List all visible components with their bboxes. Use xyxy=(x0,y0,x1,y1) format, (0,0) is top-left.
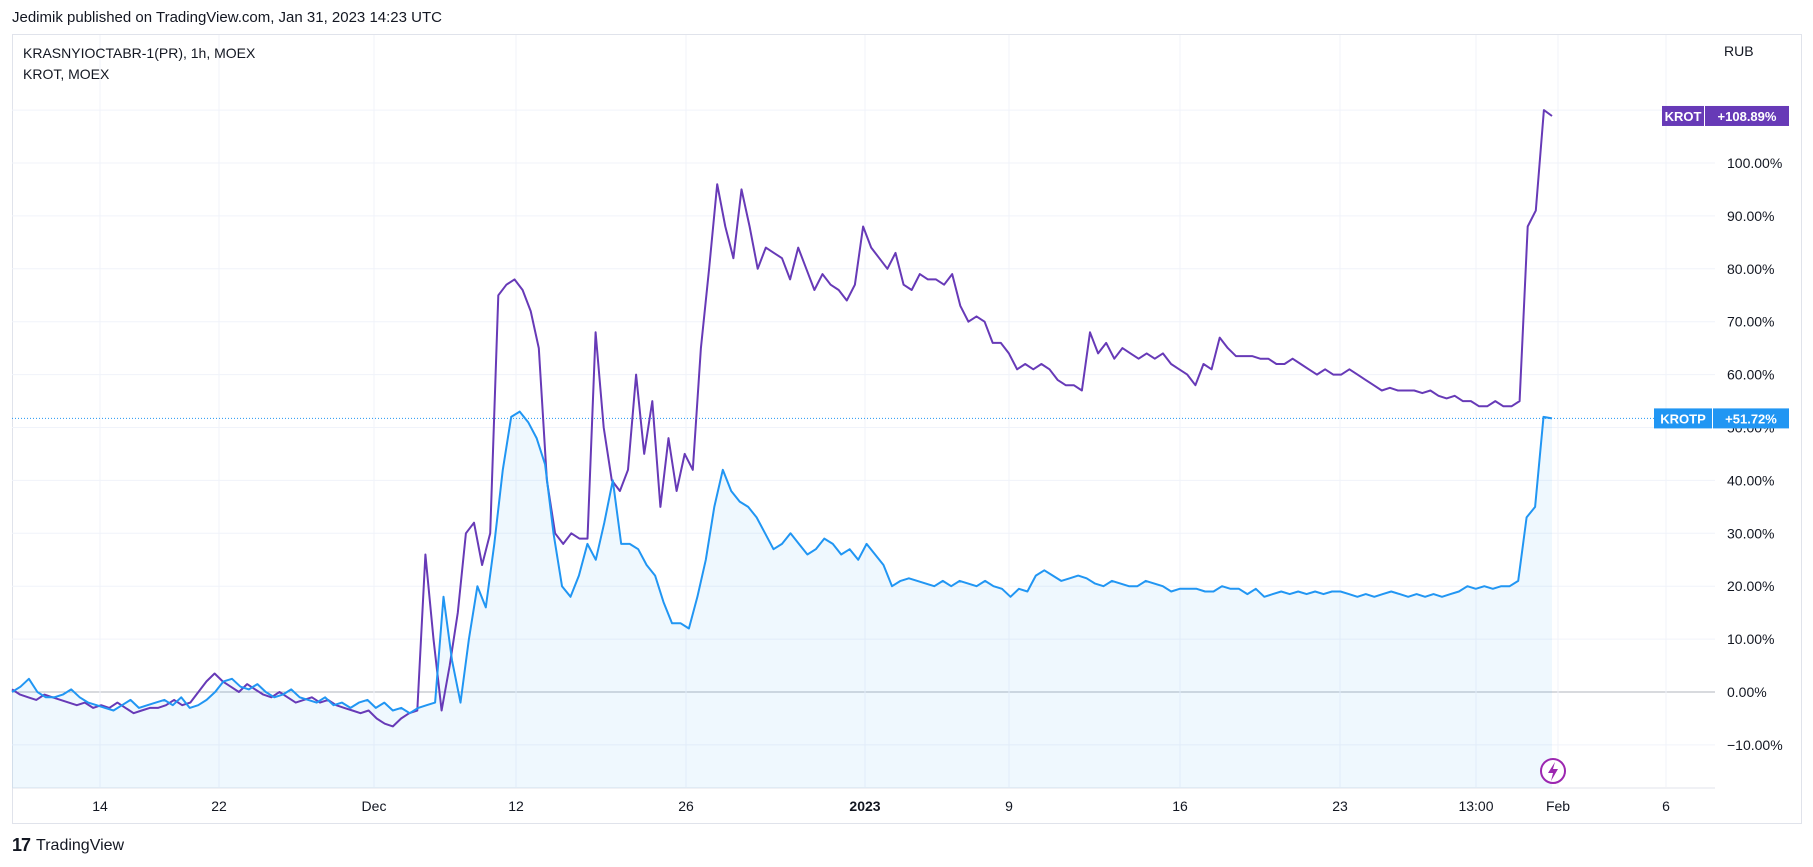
x-tick-label: 23 xyxy=(1332,798,1348,814)
y-tick-label: 90.00% xyxy=(1727,208,1774,224)
legend-symbol-compare[interactable]: KROT, MOEX xyxy=(23,66,110,82)
y-tick-label: 20.00% xyxy=(1727,578,1774,594)
badge-name-bg xyxy=(1662,105,1704,126)
x-tick-label: 16 xyxy=(1172,798,1188,814)
chart-frame[interactable] xyxy=(12,34,1802,824)
x-tick-label: 13:00 xyxy=(1458,798,1493,814)
x-tick-label: Feb xyxy=(1546,798,1570,814)
x-tick-label: 26 xyxy=(678,798,694,814)
badge-name-text: KROT xyxy=(1665,109,1702,124)
tradingview-logo-icon: 17 xyxy=(12,835,31,855)
badge-value-text: +108.89% xyxy=(1718,109,1777,124)
y-tick-label: 0.00% xyxy=(1727,684,1767,700)
footer-brand[interactable]: 17 TradingView xyxy=(12,835,124,856)
x-tick-label: Dec xyxy=(362,798,387,814)
y-axis: 100.00%90.00%80.00%70.00%60.00%50.00%40.… xyxy=(1727,155,1783,753)
badge-name-bg xyxy=(1654,408,1712,429)
krotp-area-fill xyxy=(12,411,1552,788)
x-tick-label: 12 xyxy=(508,798,524,814)
x-axis: 14 22 Dec 12 26 2023 9 16 23 13:00 Feb 6 xyxy=(92,798,1670,814)
brand-text: TradingView xyxy=(36,836,125,854)
published-by-text: Jedimik published on TradingView.com, Ja… xyxy=(12,9,442,26)
series-line-krotp xyxy=(11,410,1553,715)
y-tick-label: 60.00% xyxy=(1727,367,1774,383)
badge-value-bg xyxy=(1705,105,1789,126)
y-tick-label: 70.00% xyxy=(1727,314,1774,330)
series-line-krot xyxy=(11,109,1553,728)
x-tick-label: 22 xyxy=(211,798,227,814)
badge-krot: KROT +108.89% xyxy=(1662,105,1789,126)
x-tick-label: 6 xyxy=(1662,798,1670,814)
y-tick-label: 100.00% xyxy=(1727,155,1782,171)
grid-layer xyxy=(12,35,1715,789)
badge-krotp: KROTP +51.72% xyxy=(1654,408,1789,429)
alert-marker-group[interactable] xyxy=(1540,758,1566,784)
badge-value-text: +51.72% xyxy=(1725,411,1777,426)
y-tick-label: 30.00% xyxy=(1727,525,1774,541)
currency-label[interactable]: RUB xyxy=(1724,43,1754,59)
y-tick-label: 40.00% xyxy=(1727,472,1774,488)
legend-symbol-main[interactable]: KRASNYIOCTABR-1(PR), 1h, MOEX xyxy=(23,45,256,61)
x-tick-label: 2023 xyxy=(849,798,880,814)
badge-name-text: KROTP xyxy=(1660,411,1706,426)
lightning-bolt-shape xyxy=(1548,762,1558,781)
area-layer xyxy=(12,411,1715,788)
y-tick-label: 80.00% xyxy=(1727,261,1774,277)
x-tick-label: 14 xyxy=(92,798,108,814)
x-tick-label: 9 xyxy=(1005,798,1013,814)
badge-value-bg xyxy=(1713,408,1789,429)
last-value-badges: KROT +108.89% KROTP +51.72% xyxy=(1654,105,1789,429)
y-tick-label: 10.00% xyxy=(1727,631,1774,647)
series-layer xyxy=(11,109,1553,728)
y-tick-label: −10.00% xyxy=(1727,737,1783,753)
